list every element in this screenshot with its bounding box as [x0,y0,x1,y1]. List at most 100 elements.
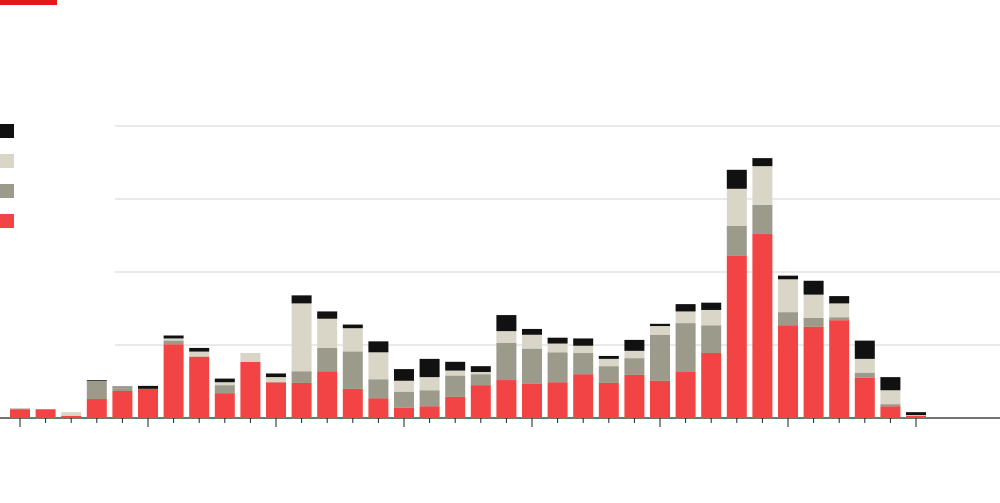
bar-segment [394,369,414,381]
bar-segment [189,356,210,418]
bar-segment [317,311,338,319]
bar-segment [189,347,210,352]
bar-segment [522,334,542,349]
bar-segment [522,383,542,418]
bar-segment [573,353,594,375]
bar-segment [470,366,491,373]
bar-segment [266,373,286,378]
bar-segment [573,345,594,354]
bar-segment [880,390,901,405]
bar-segment [726,226,747,256]
bar-segment [803,326,824,418]
bar-segment [547,343,568,353]
bar-segment [214,385,235,394]
bar-segment [854,377,875,418]
bar-segment [752,158,773,167]
bar-segment [650,323,670,327]
bar-segment [624,374,645,418]
bar-segment [547,352,568,383]
bar-segment [598,382,619,418]
bar-segment [445,370,466,376]
bar-segment [650,334,670,381]
bar-segment [470,374,491,386]
bar-segment [880,404,901,407]
bar-segment [86,399,107,418]
legend-swatch [0,124,14,138]
bar-segment [522,328,542,335]
bar-segment [342,388,363,418]
bar-segment [829,320,850,418]
bar-segment [138,385,158,389]
bar-segment [906,412,926,416]
bar-segment [906,415,926,418]
bar-segment [522,348,542,384]
bar-segment [803,317,824,327]
bar-segment [35,409,56,418]
bar-segment [829,296,850,304]
bar-segment [342,324,363,329]
bar-segment [778,279,798,313]
bar-segment [163,338,184,341]
bar-segment [906,415,926,416]
bar-segment [470,385,491,418]
bar-segment [419,377,440,391]
bar-segment [368,398,389,418]
bar-segment [368,341,389,353]
bar-segment [701,353,722,418]
bar-segment [752,204,773,235]
bar-segment [394,391,414,408]
bar-segment [880,377,901,391]
bar-segment [854,340,875,359]
bar-segment [163,335,184,339]
bar-segment [624,358,645,375]
bar-segment [291,382,312,418]
bar-segment [419,390,440,407]
bar-segment [266,382,286,418]
bar-segment [675,304,696,312]
bar-segment [470,372,491,375]
bar-segment [650,326,670,335]
bar-segment [803,294,824,318]
bar-segment [291,371,312,383]
bar-segment [803,280,824,295]
bar-segment [547,382,568,418]
bar-segment [214,378,235,383]
bar-segment [701,325,722,354]
bar-segment [291,303,312,372]
bar-segment [778,312,798,326]
bar-segment [419,406,440,418]
bar-segment [573,338,594,346]
bar-segment [394,407,414,418]
bar-segment [112,387,133,389]
bar-segment [240,353,261,362]
bar-segment [496,315,517,332]
bar-segment [701,309,722,326]
bar-segment [266,377,286,383]
bar-segment [598,355,619,359]
bar-segment [214,393,235,418]
legend-swatch [0,154,14,168]
bar-segment [854,372,875,378]
legend-swatch [0,184,14,198]
bar-segment [419,358,440,378]
bar-segment [496,331,517,343]
bar-segment [598,366,619,383]
bar-segment [854,358,875,373]
bar-segment [394,380,414,392]
bar-segment [445,396,466,418]
bar-segment [675,323,696,373]
bar-segment [726,169,747,189]
bar-segment [445,361,466,371]
bar-segment [112,388,133,391]
bar-segment [547,337,568,344]
bar-segment [778,325,798,418]
bar-segment [726,255,747,418]
bar-segment [650,380,670,418]
bar-segment [317,318,338,348]
bar-segment [573,374,594,418]
bar-segment [163,340,184,345]
bar-segment [163,344,184,418]
bar-segment [368,379,389,399]
